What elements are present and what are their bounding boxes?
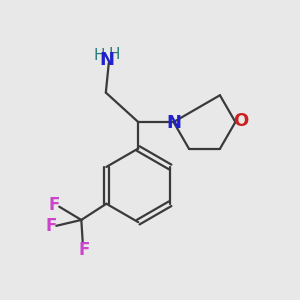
Text: N: N (99, 51, 114, 69)
Text: F: F (79, 241, 90, 259)
Text: O: O (233, 112, 248, 130)
Text: H: H (108, 47, 120, 62)
Text: H: H (94, 48, 105, 63)
Text: F: F (45, 217, 57, 235)
Text: F: F (48, 196, 60, 214)
Text: N: N (166, 115, 181, 133)
